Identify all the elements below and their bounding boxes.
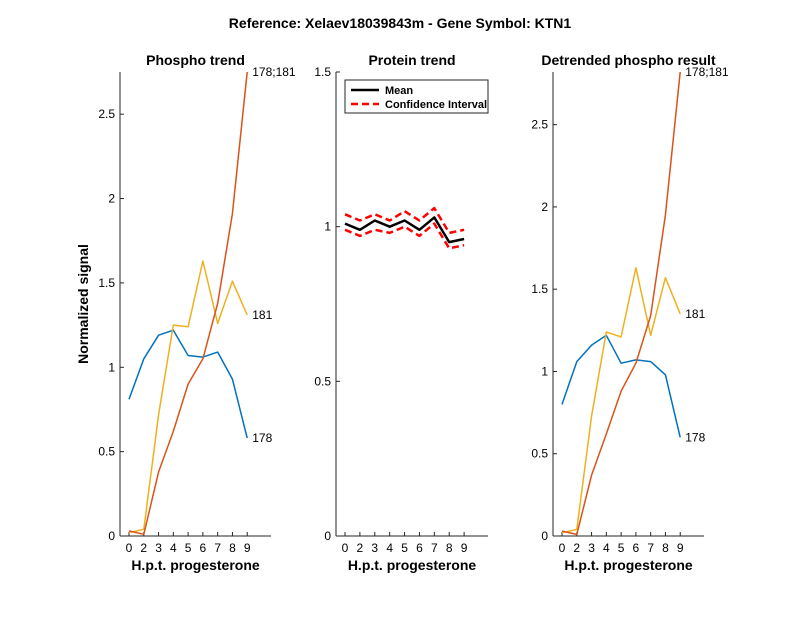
panel-title: Protein trend [368,52,455,68]
series-line-178-181 [561,71,681,536]
panel-title: Phospho trend [146,52,245,68]
x-tick-label: 9 [461,541,468,555]
x-axis-label: H.p.t. progesterone [348,557,477,573]
series-line-mean [344,216,465,244]
y-tick-label: 2.5 [531,118,548,132]
x-tick-label: 2 [573,541,580,555]
y-tick-label: 0.5 [531,447,548,461]
series-end-label: 178;181 [252,65,296,79]
x-tick-label: 7 [647,541,654,555]
y-tick-label: 2.5 [98,107,115,121]
x-tick-label: 8 [662,541,669,555]
x-tick-label: 9 [244,541,251,555]
y-tick-label: 1.5 [98,276,115,290]
y-tick-label: 1 [541,364,548,378]
x-tick-label: 6 [200,541,207,555]
x-tick-label: 4 [170,541,177,555]
x-axis-label: H.p.t. progesterone [131,557,260,573]
y-tick-label: 0 [541,529,548,543]
x-tick-label: 4 [603,541,610,555]
x-tick-label: 5 [618,541,625,555]
x-tick-label: 0 [126,541,133,555]
x-tick-label: 4 [386,541,393,555]
legend-label-mean: Mean [385,85,413,97]
legend: Mean Confidence Interval [344,79,489,114]
figure-title: Reference: Xelaev18039843m - Gene Symbol… [229,15,572,31]
y-tick-label: 1.5 [531,282,548,296]
y-tick-label: 2 [108,192,115,206]
y-tick-label: 1 [324,220,331,234]
y-tick-label: 2 [541,200,548,214]
series-end-label: 178 [685,430,705,444]
series-end-label: 178 [252,431,272,445]
x-tick-label: 2 [357,541,364,555]
panel-title: Detrended phospho result [541,52,716,68]
y-tick-label: 0 [108,529,115,543]
series-line-178 [128,329,248,439]
x-tick-label: 0 [342,541,349,555]
x-tick-label: 5 [401,541,408,555]
y-axis-label: Normalized signal [75,244,91,364]
x-tick-label: 7 [431,541,438,555]
x-tick-label: 2 [140,541,147,555]
x-tick-label: 8 [229,541,236,555]
y-tick-label: 1.5 [314,65,331,79]
series-line-181 [128,260,248,534]
series-line-178 [561,334,681,438]
y-tick-label: 0.5 [314,374,331,388]
x-tick-label: 5 [185,541,192,555]
series-line-181 [561,267,681,534]
x-tick-label: 8 [446,541,453,555]
x-axis-label: H.p.t. progesterone [564,557,693,573]
x-tick-label: 0 [559,541,566,555]
x-tick-label: 3 [155,541,162,555]
x-tick-label: 6 [633,541,640,555]
y-tick-label: 1 [108,360,115,374]
legend-box [344,79,489,114]
x-tick-label: 3 [588,541,595,555]
x-tick-label: 6 [416,541,423,555]
y-tick-label: 0.5 [98,445,115,459]
series-end-label: 181 [685,307,705,321]
y-tick-label: 0 [324,529,331,543]
series-end-label: 181 [252,308,272,322]
x-tick-label: 9 [677,541,684,555]
x-tick-label: 3 [371,541,378,555]
series-line-confidence-interval [344,206,465,235]
series-line-178-181 [128,71,248,536]
series-end-label: 178;181 [685,65,729,79]
x-tick-label: 7 [214,541,221,555]
legend-label-ci: Confidence Interval [385,99,487,111]
